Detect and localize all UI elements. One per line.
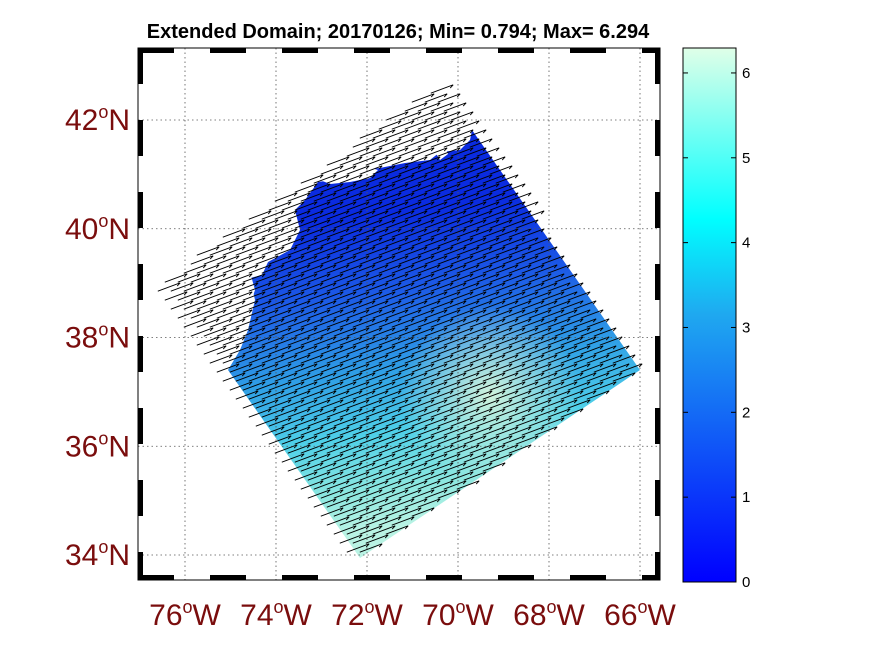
lon-label-hemisphere: W bbox=[648, 599, 677, 632]
frame-segment-top bbox=[642, 48, 660, 53]
lon-label-deg: 72 bbox=[331, 599, 364, 632]
frame-segment-bottom bbox=[498, 575, 534, 580]
lat-label-hemisphere: N bbox=[108, 322, 130, 355]
lat-label-1: 40oN bbox=[65, 211, 130, 246]
map-axes bbox=[137, 47, 661, 581]
lat-label-degree-sign: o bbox=[98, 211, 108, 231]
frame-segment-bottom bbox=[354, 575, 390, 580]
lon-label-deg: 68 bbox=[513, 599, 546, 632]
lon-label-degree-sign: o bbox=[638, 597, 648, 617]
wind-vectors bbox=[157, 84, 643, 553]
lat-label-hemisphere: N bbox=[108, 539, 130, 572]
lon-label-4: 68oW bbox=[513, 597, 585, 632]
lon-label-hemisphere: W bbox=[284, 599, 313, 632]
lon-label-degree-sign: o bbox=[365, 597, 375, 617]
frame-segment-top bbox=[354, 48, 390, 53]
frame-segment-top bbox=[570, 48, 606, 53]
lon-label-hemisphere: W bbox=[193, 599, 222, 632]
lon-label-5: 66oW bbox=[604, 597, 676, 632]
map-grid bbox=[138, 48, 660, 580]
frame-segment-right bbox=[655, 48, 660, 84]
lat-label-deg: 42 bbox=[65, 104, 98, 137]
frame-segment-bottom bbox=[642, 575, 660, 580]
colorbar-tick-label-0: 0 bbox=[742, 574, 750, 591]
lon-label-degree-sign: o bbox=[183, 597, 193, 617]
lat-label-degree-sign: o bbox=[98, 428, 108, 448]
frame-segment-left bbox=[138, 48, 143, 84]
lat-label-hemisphere: N bbox=[108, 104, 130, 137]
wind-vector-field bbox=[157, 84, 643, 553]
frame-segment-bottom bbox=[282, 575, 318, 580]
frame-segment-bottom bbox=[138, 575, 174, 580]
map-frame bbox=[137, 47, 661, 581]
lat-label-degree-sign: o bbox=[98, 537, 108, 557]
frame-segment-left bbox=[138, 408, 143, 444]
colorbar-tick-label-2: 2 bbox=[742, 404, 750, 421]
lat-label-degree-sign: o bbox=[98, 320, 108, 340]
lon-label-deg: 66 bbox=[604, 599, 637, 632]
frame-segment-left bbox=[138, 264, 143, 300]
frame-segment-left bbox=[138, 120, 143, 156]
colorbar-tick-label-1: 1 bbox=[742, 489, 750, 506]
frame-segment-bottom bbox=[210, 575, 246, 580]
colorbar-tick-label-4: 4 bbox=[742, 235, 750, 252]
lat-label-3: 36oN bbox=[65, 428, 130, 463]
lon-label-deg: 74 bbox=[240, 599, 273, 632]
frame-segment-right bbox=[655, 336, 660, 372]
frame-segment-top bbox=[426, 48, 462, 53]
colorbar-ramp bbox=[682, 47, 737, 583]
lat-label-deg: 40 bbox=[65, 213, 98, 246]
frame-segment-bottom bbox=[426, 575, 462, 580]
frame-segment-right bbox=[655, 408, 660, 444]
lon-label-1: 74oW bbox=[240, 597, 312, 632]
frame-segment-left bbox=[138, 192, 143, 228]
lon-label-deg: 76 bbox=[149, 599, 182, 632]
land-delmarva bbox=[228, 272, 255, 360]
lon-label-2: 72oW bbox=[331, 597, 403, 632]
lat-label-deg: 34 bbox=[65, 539, 98, 572]
longitude-labels: 76oW 74oW 72oW 70oW 68oW 66oW bbox=[149, 597, 676, 632]
frame-segment-right bbox=[655, 480, 660, 516]
frame-segment-top bbox=[282, 48, 318, 53]
lat-label-hemisphere: N bbox=[108, 430, 130, 463]
lat-label-2: 38oN bbox=[65, 320, 130, 355]
frame-segment-right bbox=[655, 264, 660, 300]
lon-label-hemisphere: W bbox=[557, 599, 586, 632]
colorbar-tick-label-5: 5 bbox=[742, 150, 750, 167]
colorbar: 0 1 2 3 4 5 6 bbox=[682, 47, 750, 591]
frame-segment-right bbox=[655, 552, 660, 580]
frame-segment-top bbox=[138, 48, 174, 53]
colorbar-ticks: 0 1 2 3 4 5 6 bbox=[683, 65, 750, 591]
lon-label-deg: 70 bbox=[422, 599, 455, 632]
lat-label-hemisphere: N bbox=[108, 213, 130, 246]
frame-segment-top bbox=[498, 48, 534, 53]
lon-label-degree-sign: o bbox=[547, 597, 557, 617]
frame-border bbox=[137, 47, 661, 581]
lon-label-0: 76oW bbox=[149, 597, 221, 632]
frame-segment-left bbox=[138, 480, 143, 516]
frame-segment-right bbox=[655, 120, 660, 156]
map-title: Extended Domain; 20170126; Min= 0.794; M… bbox=[147, 21, 650, 43]
frame-segment-top bbox=[210, 48, 246, 53]
colorbar-tick-label-3: 3 bbox=[742, 319, 750, 336]
lon-label-degree-sign: o bbox=[274, 597, 284, 617]
frame-segment-bottom bbox=[570, 575, 606, 580]
lon-label-hemisphere: W bbox=[375, 599, 404, 632]
frame-segment-left bbox=[138, 336, 143, 372]
frame-segment-right bbox=[655, 192, 660, 228]
lat-label-4: 34oN bbox=[65, 537, 130, 572]
lon-label-degree-sign: o bbox=[456, 597, 466, 617]
colorbar-tick-label-6: 6 bbox=[742, 65, 750, 82]
lat-label-deg: 38 bbox=[65, 322, 98, 355]
swath-high-values bbox=[228, 260, 640, 558]
lon-label-3: 70oW bbox=[422, 597, 494, 632]
lat-label-degree-sign: o bbox=[98, 102, 108, 122]
frame-segment-left bbox=[138, 552, 143, 580]
lon-label-hemisphere: W bbox=[466, 599, 495, 632]
lat-label-deg: 36 bbox=[65, 430, 98, 463]
lat-label-0: 42oN bbox=[65, 102, 130, 137]
